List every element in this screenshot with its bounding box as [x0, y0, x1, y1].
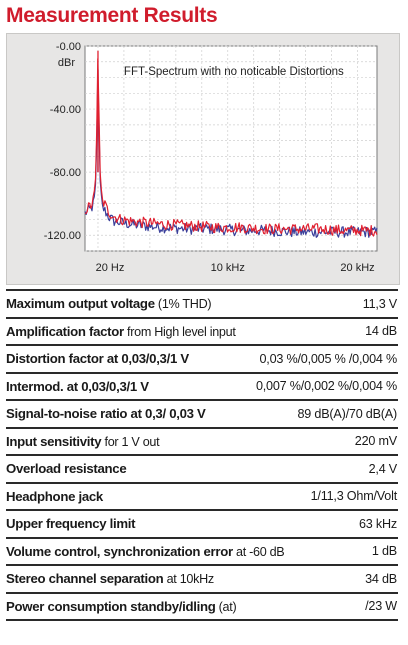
spec-name: Stereo channel separation — [6, 571, 164, 587]
series-line-1 — [84, 76, 378, 238]
fft-chart-svg: -0.00 -40.00 -80.00 -120.00 dBr 20 Hz 10 kHz 20… — [44, 41, 378, 274]
spec-value: 63 kHz — [359, 516, 397, 531]
y-axis-label: dBr — [58, 57, 75, 69]
spec-row-power: Power consumption standby/idling (at) /2… — [6, 591, 398, 621]
y-tick-label: -0.00 — [56, 41, 81, 53]
spec-value: 0,007 %/0,002 %/0,004 % — [255, 379, 397, 394]
spec-value: 89 dB(A)/70 dB(A) — [297, 406, 398, 421]
spec-value: 14 dB — [365, 324, 397, 339]
y-tick-label: -120.00 — [44, 230, 81, 242]
spec-value: /23 W — [365, 599, 397, 614]
spec-value: 1/11,3 Ohm/Volt — [310, 489, 398, 504]
spec-name: Signal-to-noise ratio at 0,3/ 0,03 V — [6, 406, 206, 422]
spec-value: 11,3 V — [362, 296, 397, 311]
y-tick-label: -40.00 — [50, 104, 81, 116]
spec-detail: (at) — [215, 599, 237, 614]
y-tick-label: -80.00 — [50, 167, 81, 179]
spec-detail: from High level input — [123, 324, 236, 339]
spec-row-overload: Overload resistance 2,4 V — [6, 454, 398, 482]
spec-detail: at 10kHz — [163, 572, 215, 587]
spec-row-stereo-separation: Stereo channel separation at 10kHz 34 dB — [6, 564, 398, 592]
x-tick-label: 20 Hz — [96, 262, 125, 274]
spec-name: Input sensitivity — [6, 433, 102, 449]
spec-name: Volume control, synchronization error — [6, 543, 233, 559]
spec-row-snr: Signal-to-noise ratio at 0,3/ 0,03 V 89 … — [6, 399, 398, 427]
spec-row-volume-control: Volume control, synchronization error at… — [6, 536, 398, 565]
series-line-0 — [85, 58, 378, 237]
spec-row-distortion: Distortion factor at 0,03/0,3/1 V 0,03 %… — [6, 344, 398, 372]
fft-chart: -0.00 -40.00 -80.00 -120.00 dBr 20 Hz 10 kHz 20… — [6, 33, 400, 285]
spec-value: 34 dB — [365, 571, 397, 586]
spec-detail: (1% THD) — [154, 297, 212, 312]
spec-value: 2,4 V — [368, 461, 398, 476]
spec-row-upper-freq: Upper frequency limit 63 kHz — [6, 509, 398, 537]
spec-row-amplification: Amplification factor from High level inp… — [6, 316, 398, 345]
specs-table: Maximum output voltage (1% THD) 11,3 V A… — [6, 289, 398, 621]
spec-value: 1 dB — [371, 544, 397, 559]
spec-row-headphone: Headphone jack 1/11,3 Ohm/Volt — [6, 481, 398, 510]
spec-row-input-sensitivity: Input sensitivity for 1 V out 220 mV — [6, 426, 398, 455]
spec-row-max-output: Maximum output voltage (1% THD) 11,3 V — [6, 289, 398, 317]
spec-name: Maximum output voltage — [6, 296, 155, 312]
spec-name: Amplification factor — [6, 323, 124, 339]
x-tick-label: 10 kHz — [211, 262, 245, 274]
spec-detail: at -60 dB — [232, 544, 285, 559]
spec-row-intermod: Intermod. at 0,03/0,3/1 V 0,007 %/0,002 … — [6, 371, 398, 400]
spec-name: Power consumption standby/idling — [6, 598, 216, 614]
chart-annotation: FFT-Spectrum with no noticable Distortio… — [124, 66, 344, 78]
spec-name: Distortion factor at 0,03/0,3/1 V — [6, 351, 189, 367]
plot-area — [84, 45, 378, 252]
spec-name: Headphone jack — [6, 488, 103, 504]
page-title: Measurement Results — [6, 4, 218, 27]
spec-detail: for 1 V out — [101, 434, 160, 449]
spec-name: Intermod. at 0,03/0,3/1 V — [6, 378, 149, 394]
spec-value: 220 mV — [354, 434, 397, 449]
spec-name: Overload resistance — [6, 461, 127, 477]
spec-name: Upper frequency limit — [6, 516, 136, 532]
spec-value: 0,03 %/0,005 % /0,004 % — [259, 351, 397, 366]
x-tick-label: 20 kHz — [340, 262, 374, 274]
